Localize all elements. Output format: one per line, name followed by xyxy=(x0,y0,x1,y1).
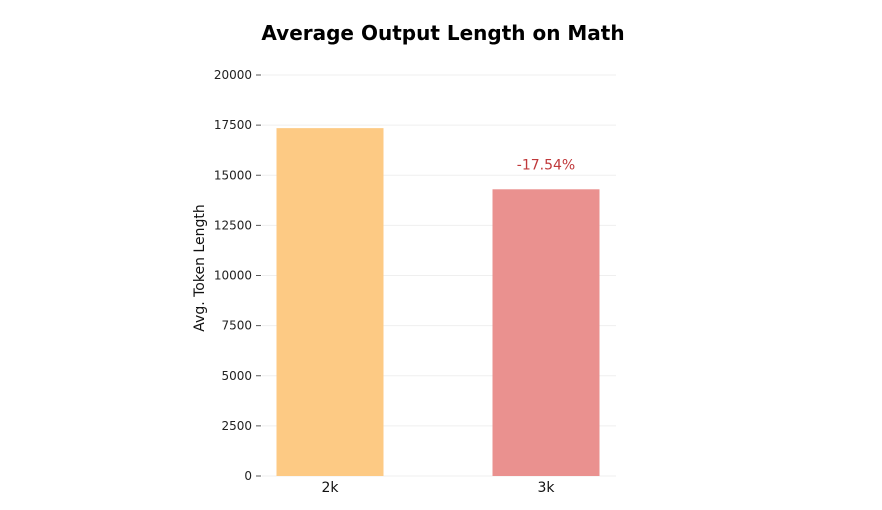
bar-2k xyxy=(276,128,384,476)
y-tick-label: 5000 xyxy=(221,369,252,383)
y-tick-label: 15000 xyxy=(214,168,252,182)
y-tick-label: 20000 xyxy=(214,68,252,82)
bars xyxy=(276,128,600,476)
annotations: -17.54% xyxy=(517,157,575,173)
y-tick-label: 2500 xyxy=(221,419,252,433)
y-tick-label: 0 xyxy=(244,469,252,483)
y-tick-label: 17500 xyxy=(214,118,252,132)
category-labels: 2k 3k xyxy=(321,480,555,496)
y-axis-label: Avg. Token Length xyxy=(192,204,208,331)
change-annotation: -17.54% xyxy=(517,157,575,173)
y-tick-label: 7500 xyxy=(221,319,252,333)
y-axis-ticks: 0 2500 5000 7500 10000 12500 15000 17500 20000 xyxy=(214,68,261,483)
y-tick-label: 10000 xyxy=(214,269,252,283)
x-tick-label: 2k xyxy=(321,480,339,496)
x-tick-label: 3k xyxy=(537,480,555,496)
chart-title: Average Output Length on Math xyxy=(261,21,624,45)
bar-3k xyxy=(492,189,600,476)
y-tick-label: 12500 xyxy=(214,218,252,232)
